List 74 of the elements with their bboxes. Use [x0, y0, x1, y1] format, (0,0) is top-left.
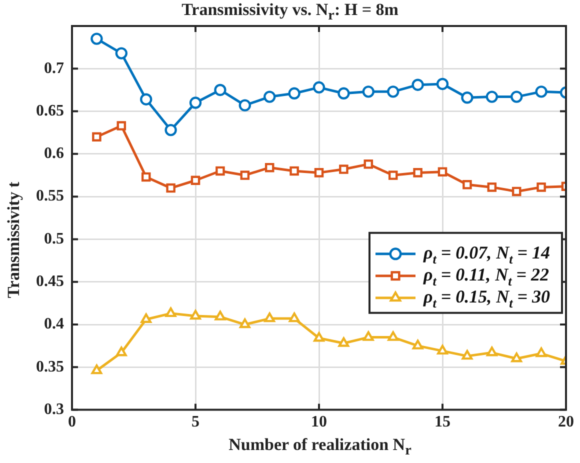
- point: [536, 182, 546, 192]
- point: [141, 172, 151, 182]
- point: [338, 337, 350, 347]
- point: [140, 93, 152, 106]
- point: [264, 90, 276, 103]
- point: [264, 162, 274, 172]
- point: [238, 99, 251, 112]
- point: [412, 78, 424, 91]
- y-tick-label: 0.35: [36, 358, 64, 376]
- point: [338, 87, 350, 100]
- point: [487, 182, 497, 192]
- y-tick-label: 0.5: [44, 230, 64, 248]
- y-tick-label: 0.4: [44, 316, 64, 333]
- point: [288, 312, 300, 322]
- chart-title: Transmissivity vs. N$_{r}$: H = 8m: [180, 0, 400, 24]
- point: [511, 352, 522, 362]
- point: [116, 346, 127, 356]
- point: [240, 170, 250, 180]
- point: [312, 81, 326, 94]
- point: [288, 87, 300, 100]
- point: [388, 331, 399, 341]
- point: [461, 92, 474, 104]
- point: [438, 167, 448, 176]
- point: [387, 86, 400, 98]
- point: [116, 121, 126, 130]
- point: [164, 124, 177, 136]
- y-tick-label: 0.3: [44, 400, 64, 418]
- point: [412, 340, 424, 350]
- x-tick-label: 20: [558, 414, 574, 431]
- x-tick-label: 0: [68, 414, 76, 431]
- point: [314, 332, 324, 342]
- y-tick-label: 0.7: [44, 60, 64, 77]
- point: [140, 313, 152, 323]
- point: [486, 346, 498, 356]
- point: [535, 86, 548, 98]
- point: [339, 164, 348, 174]
- point: [214, 310, 226, 320]
- point: [388, 170, 398, 180]
- y-tick-label: 0.6: [44, 145, 64, 162]
- point: [510, 90, 523, 103]
- x-tick-label: 15: [434, 414, 450, 431]
- point: [437, 344, 448, 355]
- point: [486, 90, 498, 103]
- point: [512, 186, 522, 196]
- point: [239, 318, 250, 328]
- x-axis-title: Number of realization N$_{r}$: [228, 434, 412, 459]
- point: [290, 166, 299, 176]
- x-tick-label: 10: [311, 414, 327, 431]
- point: [364, 160, 374, 169]
- point: [436, 78, 449, 90]
- point: [190, 176, 200, 186]
- point: [362, 331, 374, 341]
- y-axis-title: Transmissivity t: [4, 182, 24, 298]
- point: [91, 364, 102, 374]
- point: [166, 183, 176, 193]
- point: [90, 32, 103, 45]
- point: [92, 132, 102, 142]
- point: [189, 96, 202, 109]
- point: [264, 312, 276, 322]
- point: [216, 166, 225, 176]
- point: [214, 84, 226, 96]
- point: [165, 307, 176, 318]
- point: [462, 180, 472, 190]
- y-tick-label: 0.65: [36, 102, 64, 120]
- point: [462, 350, 473, 360]
- x-tick-label: 5: [192, 414, 200, 431]
- point: [115, 47, 128, 60]
- point: [362, 86, 374, 98]
- point: [413, 168, 422, 178]
- point: [536, 347, 547, 358]
- y-tick-label: 0.45: [36, 273, 64, 290]
- y-tick-label: 0.55: [36, 188, 64, 205]
- point: [314, 168, 324, 178]
- point: [190, 310, 201, 320]
